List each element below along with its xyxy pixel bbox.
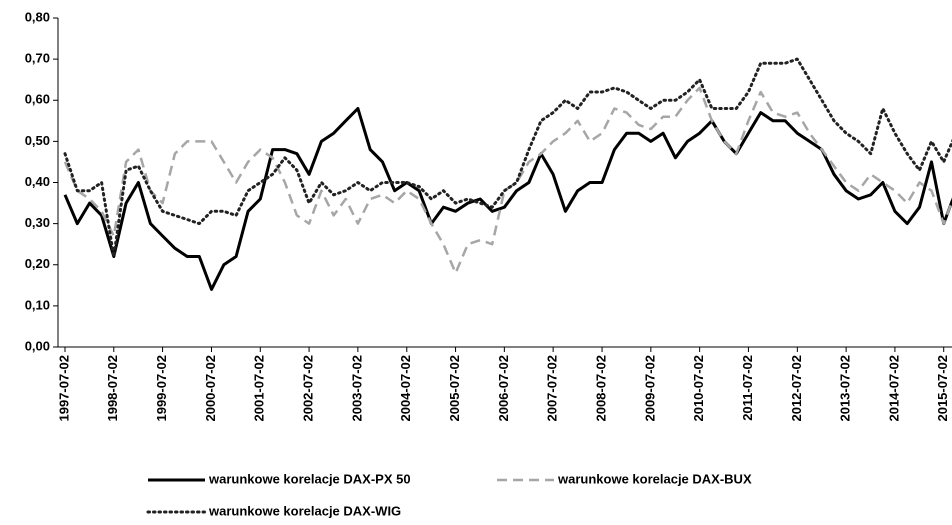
legend-label: warunkowe korelacje DAX-PX 50 <box>208 471 411 486</box>
series-line <box>63 86 952 275</box>
x-tick-label: 2014-07-02 <box>886 355 901 422</box>
x-tick-label: 2005-07-02 <box>447 355 462 422</box>
y-tick-label: 0,00 <box>25 338 50 353</box>
x-tick-label: 2013-07-02 <box>838 355 853 422</box>
x-tick-label: 2010-07-02 <box>691 355 706 422</box>
x-tick-label: 2001-07-02 <box>252 355 267 422</box>
x-tick-label: 2015-07-02 <box>935 355 950 422</box>
x-tick-label: 2009-07-02 <box>642 355 657 422</box>
x-tick-label: 2002-07-02 <box>301 355 316 422</box>
x-tick-label: 2004-07-02 <box>398 355 413 422</box>
series-line <box>63 107 952 291</box>
x-tick-label: 2003-07-02 <box>349 355 364 422</box>
y-tick-label: 0,80 <box>25 9 50 24</box>
x-tick-label: 2006-07-02 <box>496 355 511 422</box>
y-tick-label: 0,10 <box>25 297 50 312</box>
x-tick-label: 2007-07-02 <box>545 355 560 422</box>
legend-label: warunkowe korelacje DAX-WIG <box>208 503 401 518</box>
y-tick-label: 0,50 <box>25 133 50 148</box>
x-tick-label: 1997-07-02 <box>56 355 71 422</box>
x-tick-label: 2011-07-02 <box>740 355 755 421</box>
y-tick-label: 0,60 <box>25 92 50 107</box>
x-tick-label: 2000-07-02 <box>203 355 218 422</box>
y-tick-label: 0,20 <box>25 256 50 271</box>
x-tick-label: 1998-07-02 <box>105 355 120 422</box>
y-tick-label: 0,30 <box>25 215 50 230</box>
legend-label: warunkowe korelacje DAX-BUX <box>557 471 752 486</box>
x-tick-label: 1999-07-02 <box>154 355 169 422</box>
x-tick-label: 2008-07-02 <box>593 355 608 422</box>
y-tick-label: 0,40 <box>25 174 50 189</box>
series-line <box>63 57 952 258</box>
x-tick-label: 2012-07-02 <box>789 355 804 422</box>
y-tick-label: 0,70 <box>25 51 50 66</box>
